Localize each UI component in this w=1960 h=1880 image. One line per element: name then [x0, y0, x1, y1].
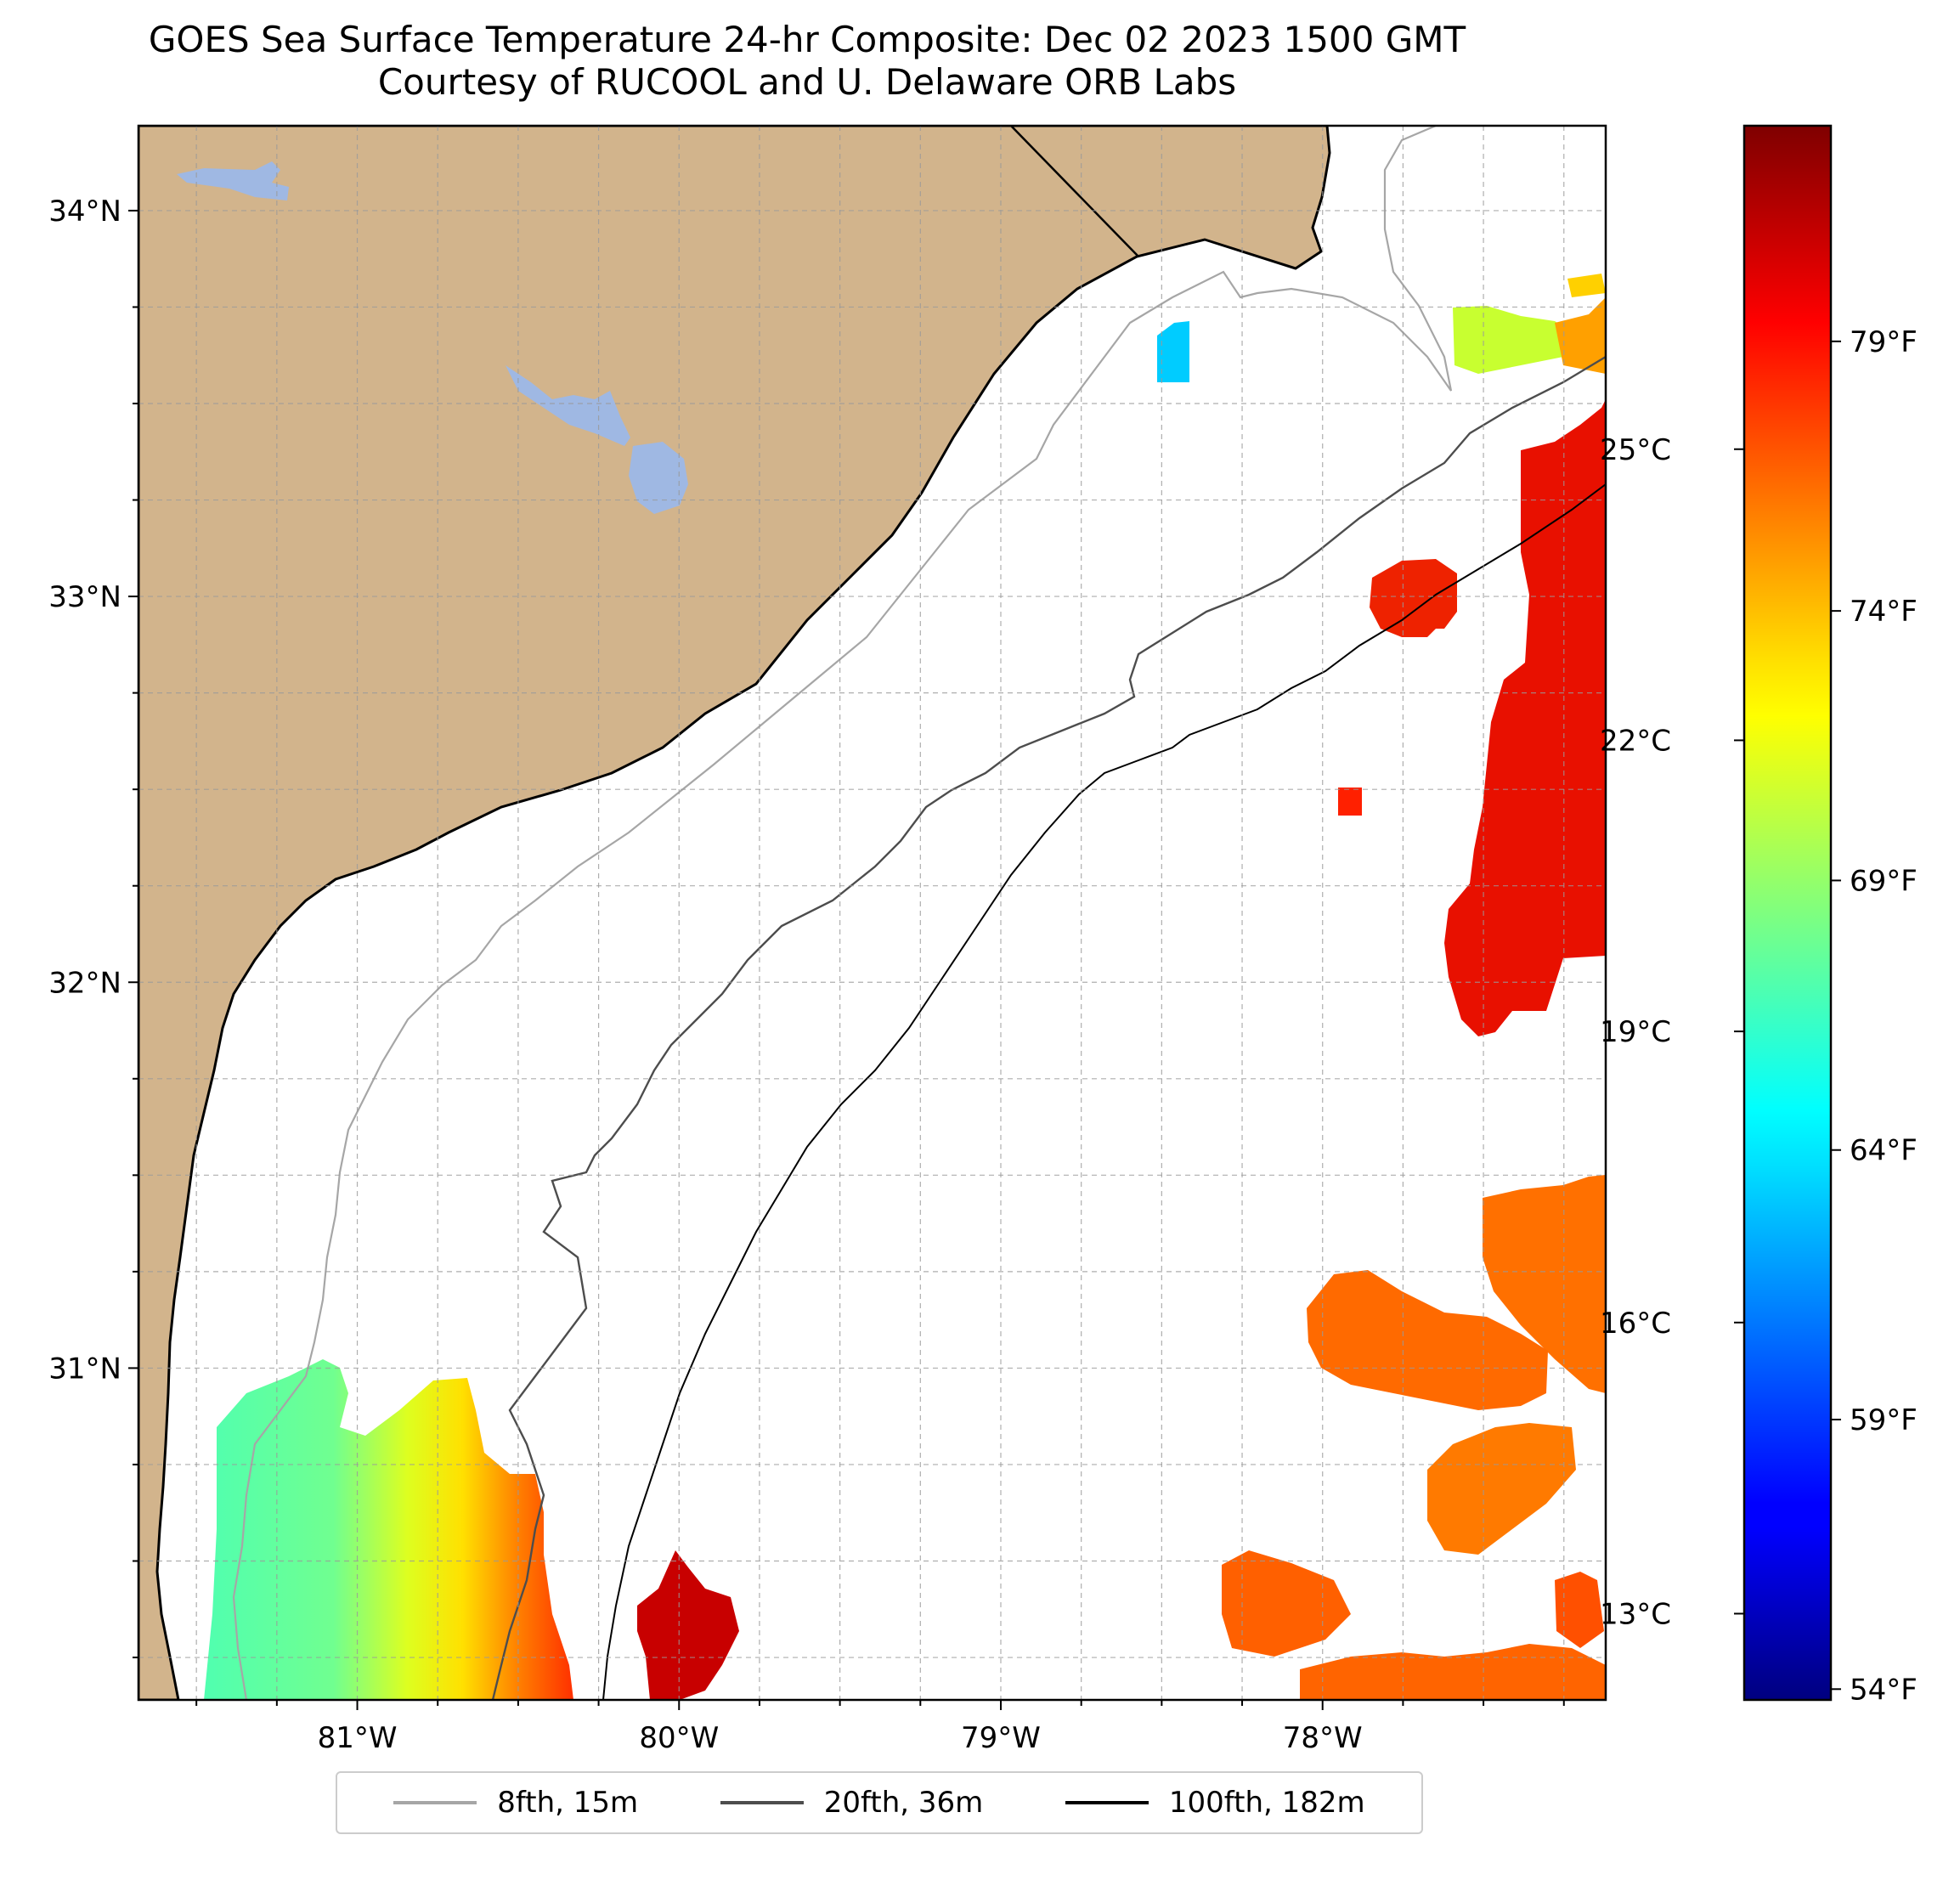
lat-tick-label: 32°N [48, 966, 121, 1000]
cbar-f-label: 69°F [1850, 864, 1918, 898]
legend-label-100fth: 100fth, 182m [1168, 1786, 1365, 1820]
sst-patch-gulf-stream-blob [1370, 559, 1457, 637]
sst-patch-south-east-2 [1307, 1270, 1548, 1410]
map-frame [137, 124, 1607, 1702]
lake-1 [177, 161, 289, 200]
contour-100fth [602, 483, 1606, 1700]
legend-label-8fth: 8fth, 15m [497, 1786, 639, 1820]
map-area [138, 126, 1606, 1700]
title-line-2: Courtesy of RUCOOL and U. Delaware ORB L… [377, 61, 1237, 103]
lake-2 [506, 365, 630, 446]
axis-ticks: 81°W 80°W 79°W 78°W 34°N 33°N 32°N 31°N [48, 195, 1565, 1755]
colorbar-ticks: 79°F 74°F 69°F 64°F 59°F 54°F 25°C 22°C 19°C 16°C… [1600, 325, 1918, 1707]
cbar-c-label: 13°C [1600, 1597, 1671, 1631]
sst-patch-south-near-shore [204, 1359, 573, 1700]
legend-line-8fth [393, 1801, 477, 1804]
colorbar-frame [1743, 124, 1833, 1702]
legend-entry-100fth: 100fth, 182m [1065, 1786, 1365, 1820]
lon-tick-label: 78°W [1283, 1721, 1363, 1755]
sst-patch-ne-yellow [1567, 274, 1606, 297]
lat-tick-label: 31°N [48, 1352, 121, 1386]
cbar-c-label: 19°C [1600, 1015, 1671, 1049]
cbar-f-label: 64°F [1850, 1134, 1918, 1168]
sst-patch-south-east-1 [1483, 1175, 1606, 1393]
title-line-1: GOES Sea Surface Temperature 24-hr Compo… [148, 19, 1466, 60]
lon-tick-label: 79°W [961, 1721, 1041, 1755]
cbar-f-label: 54°F [1850, 1673, 1918, 1707]
cbar-c-label: 16°C [1600, 1307, 1671, 1341]
sst-patch-gulf-stream-east [1444, 399, 1606, 1036]
legend-entry-20fth: 20fth, 36m [720, 1786, 984, 1820]
colorbar: 79°F 74°F 69°F 64°F 59°F 54°F 25°C 22°C 19°C 16°C… [1600, 124, 1918, 1707]
cbar-f-label: 59°F [1850, 1403, 1918, 1437]
bathymetry-legend: 8fth, 15m 20fth, 36m 100fth, 182m [336, 1771, 1423, 1834]
legend-line-20fth [720, 1801, 804, 1804]
contour-8fth [232, 126, 1453, 1700]
sst-patch-north-east [1453, 306, 1572, 374]
lat-tick-label: 34°N [48, 195, 121, 229]
lon-tick-label: 81°W [318, 1721, 398, 1755]
legend-line-100fth [1065, 1801, 1149, 1804]
cbar-c-label: 22°C [1600, 724, 1671, 758]
sst-patch-ne-corner [1555, 297, 1606, 374]
land [138, 126, 1331, 1700]
lake-3 [629, 442, 688, 514]
sst-patch-south-east-4 [1222, 1550, 1351, 1657]
cbar-f-label: 74°F [1850, 595, 1918, 629]
sst-patch-south-offshore [637, 1550, 739, 1700]
map-title: GOES Sea Surface Temperature 24-hr Compo… [0, 19, 1614, 104]
state-border [1010, 126, 1139, 257]
contour-20fth [491, 355, 1606, 1700]
legend-label-20fth: 20fth, 36m [823, 1786, 984, 1820]
cbar-f-label: 79°F [1850, 325, 1918, 359]
lat-tick-label: 33°N [48, 580, 121, 614]
cbar-c-label: 25°C [1600, 433, 1671, 467]
sst-patch-near-shore-north [1157, 321, 1189, 382]
sst-patch-south-east-6 [1555, 1572, 1604, 1648]
sst-patch-south-east-3 [1427, 1423, 1576, 1555]
legend-entry-8fth: 8fth, 15m [393, 1786, 638, 1820]
sst-patch-small-red [1338, 788, 1362, 816]
colorbar-gradient [1744, 126, 1831, 1700]
sst-layer [204, 274, 1606, 1700]
gridlines [138, 126, 1606, 1700]
lon-tick-label: 80°W [639, 1721, 719, 1755]
